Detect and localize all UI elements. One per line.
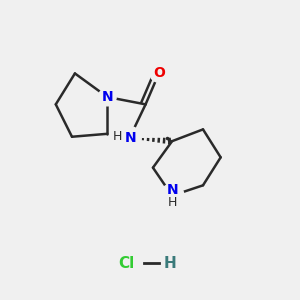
Circle shape	[150, 64, 168, 82]
Text: N: N	[166, 183, 178, 197]
Text: H: H	[167, 196, 177, 208]
Text: Cl: Cl	[118, 256, 135, 271]
Circle shape	[160, 184, 184, 207]
Text: O: O	[153, 66, 165, 80]
Circle shape	[118, 126, 141, 150]
Circle shape	[98, 88, 116, 106]
Text: H: H	[164, 256, 176, 271]
Text: N: N	[101, 90, 113, 104]
Text: N: N	[125, 131, 137, 145]
Text: H: H	[112, 130, 122, 143]
